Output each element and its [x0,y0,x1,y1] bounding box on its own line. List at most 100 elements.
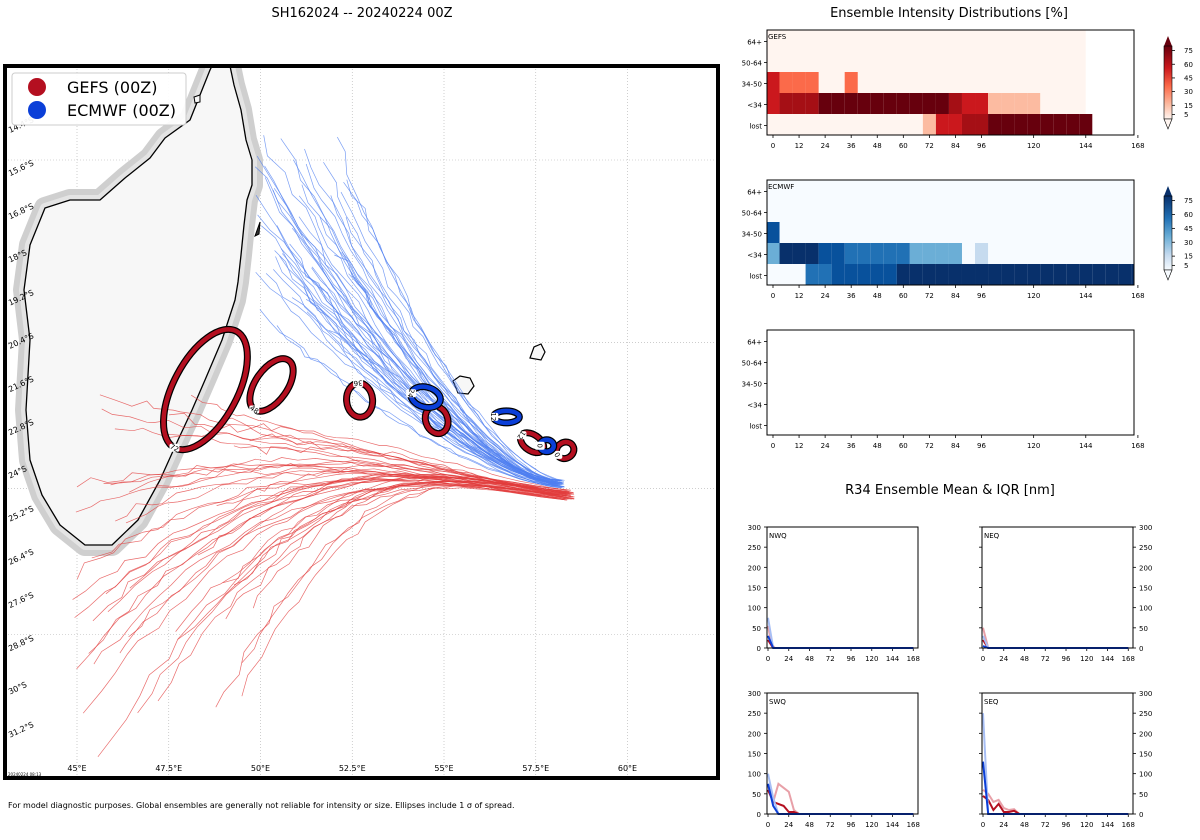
gefs-iqr-line [767,625,914,649]
ecmwf-intensity-heatmap: ECMWF 64+ 50-64 34-50 <34 lost 0 12 24 36 48 60 72 84… [742,179,1145,300]
colorbar-tick-label: 75 [1184,197,1193,205]
colorbar-arrow-top [1164,186,1172,196]
gefs-iqr-line [982,789,1129,815]
heatmap-cell [922,264,936,285]
r34-y-label: 50 [1139,625,1148,633]
heatmap-cell [818,93,832,114]
ellipse-label-bg [534,441,545,450]
colorbar-arrow-bottom [1163,118,1173,130]
r34-x-label: 96 [847,655,856,663]
heatmap-cell [922,114,936,135]
ecmwf-colorbar: 515 30 45 60 75 [1163,186,1193,281]
heatmap-frame [766,179,1135,286]
r34-y-label: 200 [748,564,761,572]
ellipse-hour-label: 36 [353,378,363,387]
heatmap-x-label: 36 [847,142,856,150]
heatmap-x-label: 168 [1131,142,1144,150]
heatmap-cell [883,93,897,114]
heatmap-cell [857,264,871,285]
r34-x-label: 144 [886,821,900,829]
colorbar-tick-label: 75 [1184,47,1193,55]
map-title: SH162024 -- 20240224 00Z [271,6,452,21]
heatmap-row-label: lost [749,273,762,281]
ellipse-hour-label: 48 [248,404,260,416]
r34-y-label: 100 [748,771,761,779]
heatmap-cell [1001,114,1015,135]
gefs-track [88,477,570,654]
ecmwf-track [336,136,556,481]
heatmap-cell [1079,264,1093,285]
heatmap-cell [805,264,819,285]
heatmap-x-label: 24 [821,142,830,150]
r34-frame [766,526,919,649]
r34-y-label: 300 [1139,690,1152,698]
r34-y-label: 0 [757,811,761,819]
heatmap-x-label: 120 [1027,142,1040,150]
r34-y-label: 200 [748,730,761,738]
heatmap-cell [818,264,832,285]
r34-y-label: 250 [748,544,761,552]
ellipse-label-bg [488,412,499,421]
ecmwf-track [255,271,565,487]
heatmap-cell [896,264,910,285]
heatmap-cell [896,93,910,114]
colorbar-tick-label: 5 [1184,262,1188,270]
ellipse-hour-label: 12 [515,429,527,441]
heatmap-cell [948,264,962,285]
heatmap-cell [792,72,806,93]
heatmap-x-label: 120 [1027,442,1040,450]
gefs-track [128,476,567,638]
heatmap-x-label: 36 [847,292,856,300]
heatmap-row-label: 50-64 [742,360,763,368]
r34-panel-neq: 0 50 100 150 200 250 300 0 24 48 72 96 120 144 168 NEQ [979,524,1152,663]
r34-y-label: 100 [748,605,761,613]
heatmap-cell [792,93,806,114]
r34-x-label: 24 [999,821,1008,829]
lon-label: 47.5°E [155,764,182,773]
heatmap-cell [975,243,989,264]
heatmap-cell [975,93,989,114]
r34-y-label: 0 [1139,811,1143,819]
ecmwf-iqr-line [982,713,1129,815]
heatmap-cell [1001,93,1015,114]
heatmap-cell [831,243,845,264]
heatmap-cell [935,264,949,285]
footnote: For model diagnostic purposes. Global en… [8,801,515,810]
heatmap-cell [883,264,897,285]
ensemble-tracks [72,135,575,758]
heatmap-cell [922,243,936,264]
gefs-track [110,465,572,500]
heatmap-cell [935,243,949,264]
heatmap-cell [767,93,780,114]
heatmap-cell [831,264,845,285]
heatmap-cell [844,93,858,114]
heatmap-cell [1105,264,1119,285]
r34-x-label: 96 [1062,655,1071,663]
gefs-track [97,485,571,758]
gefs-iqr-line [982,627,1129,649]
heatmap-x-label: 0 [771,442,775,450]
heatmap-cell [922,93,936,114]
r34-y-label: 200 [1139,730,1152,738]
heatmap-cell [870,93,884,114]
r34-x-label: 24 [784,821,793,829]
gefs-track [249,433,566,498]
heatmap-cell [844,264,858,285]
r34-y-label: 50 [752,625,761,633]
heatmap-row-label: <34 [747,102,762,110]
ecmwf-track [254,166,564,482]
heatmap-x-label: 84 [951,142,960,150]
gefs-iqr-line [767,782,914,815]
heatmap-cell [988,114,1002,135]
r34-y-label: 150 [1139,751,1152,759]
r34-quadrant-label: SWQ [769,698,786,706]
r34-panel-nwq: 0 50 100 150 200 250 300 0 24 48 72 96 120 144 168 NWQ [748,524,920,663]
heatmap-cell [935,93,949,114]
empty-intensity-heatmap: 64+ 50-64 34-50 <34 lost 0 12 24 36 48 60 72 84 96 120… [742,329,1145,450]
heatmap-cell [948,114,962,135]
heatmap-cell [1040,114,1054,135]
heatmap-x-label: 0 [771,142,775,150]
heatmap-cell [1118,264,1132,285]
r34-x-label: 120 [865,821,878,829]
heatmap-cell [831,93,845,114]
